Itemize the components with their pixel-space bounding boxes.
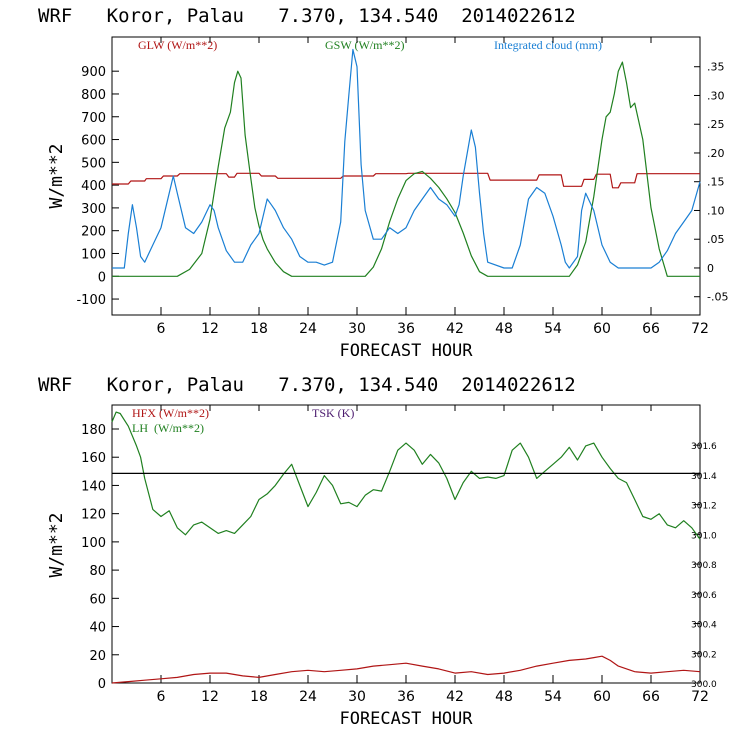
y-tick-label: 200 [81, 225, 106, 240]
x-tick-label: 42 [446, 321, 464, 337]
x-tick-label: 48 [495, 689, 513, 705]
x-tick-label: 24 [299, 321, 317, 337]
y-tick-label: 160 [81, 451, 106, 466]
y-axis-label: W/m**2 [46, 512, 67, 577]
chart-title: WRF Koror, Palau 7.370, 134.540 20140226… [38, 374, 576, 396]
x-axis-label: FORECAST HOUR [339, 709, 473, 729]
y2-tick-label: 300.8 [691, 561, 717, 571]
x-axis-ticks: 6 12 18 24 30 36 42 48 54 60 66 72 [157, 405, 709, 705]
plot-frame [111, 404, 701, 684]
y2-tick-label: .35 [707, 61, 725, 74]
y-axis-ticks: 0 20 40 60 80 100 120 140 160 180 [81, 423, 119, 692]
x-tick-label: 66 [642, 689, 660, 705]
y-tick-label: 20 [89, 649, 106, 664]
y-axis-label: W/m**2 [46, 143, 67, 208]
x-tick-label: 18 [250, 689, 268, 705]
x-tick-label: 36 [397, 689, 415, 705]
y-tick-label: 100 [81, 247, 106, 262]
series-line-gsw [112, 61, 700, 277]
x-tick-label: 66 [642, 321, 660, 337]
x-tick-label: 72 [691, 689, 709, 705]
y2-tick-label: .10 [707, 204, 725, 217]
y-axis-ticks: -100 0 100 200 300 400 500 600 700 800 900 [76, 65, 119, 308]
series-line-lh [111, 411, 701, 540]
y2-tick-label: 301.2 [691, 502, 717, 512]
y-tick-label: 120 [81, 508, 106, 523]
legend-hfx: HFX (W/m**2) [132, 406, 209, 420]
y2-tick-label: .30 [707, 89, 725, 102]
y-tick-label: 900 [81, 65, 106, 80]
x-tick-label: 60 [593, 321, 611, 337]
y2-axis-ticks: 300.0 300.2 300.4 300.6 300.8 301.0 301.2 301.4… [691, 442, 717, 690]
y-tick-label: -100 [76, 293, 106, 308]
y-tick-label: 60 [89, 592, 106, 607]
y2-tick-label: .05 [707, 233, 725, 246]
y-tick-label: 400 [81, 179, 106, 194]
y2-tick-label: 300.4 [691, 621, 717, 631]
legend-tsk: TSK (K) [312, 406, 354, 420]
y-tick-label: 600 [81, 134, 106, 149]
y-tick-label: 80 [89, 564, 106, 579]
x-tick-label: 30 [348, 689, 366, 705]
y-tick-label: 140 [81, 479, 106, 494]
y-tick-label: 100 [81, 536, 106, 551]
x-tick-label: 60 [593, 689, 611, 705]
plot-frame [111, 36, 701, 316]
x-tick-label: 18 [250, 321, 268, 337]
y2-tick-label: 301.6 [691, 442, 717, 452]
y-tick-label: 40 [89, 621, 106, 636]
y2-tick-label: 301.0 [691, 531, 717, 541]
x-axis-label: FORECAST HOUR [339, 341, 473, 361]
legend-glw: GLW (W/m**2) [138, 38, 217, 52]
y2-tick-label: 300.0 [691, 680, 717, 690]
legend-gsw: GSW (W/m**2) [325, 38, 404, 52]
y2-tick-label: 300.2 [691, 650, 717, 660]
x-tick-label: 30 [348, 321, 366, 337]
y2-tick-label: .25 [707, 118, 725, 131]
x-tick-label: 12 [201, 689, 219, 705]
y-tick-label: 0 [98, 677, 106, 692]
x-tick-label: 48 [495, 321, 513, 337]
x-tick-label: 54 [544, 689, 562, 705]
chart-title: WRF Koror, Palau 7.370, 134.540 20140226… [38, 5, 576, 27]
y-tick-label: 500 [81, 156, 106, 171]
y2-tick-label: 301.4 [691, 472, 717, 482]
y2-axis-ticks: -.05 0 .05 .10 .15 .20 .25 .30 .35 [694, 61, 728, 304]
legend-lh: LH (W/m**2) [132, 421, 204, 435]
legend-cloud: Integrated cloud (mm) [494, 38, 602, 52]
y-tick-label: 0 [98, 270, 106, 285]
chart-top: WRF Koror, Palau 7.370, 134.540 20140226… [38, 5, 728, 361]
series-line-integrated [112, 48, 701, 269]
x-tick-label: 6 [157, 321, 166, 337]
chart-bottom: WRF Koror, Palau 7.370, 134.540 20140226… [38, 374, 717, 729]
x-tick-label: 72 [691, 321, 709, 337]
x-tick-label: 24 [299, 689, 317, 705]
series-group [111, 411, 701, 684]
series-line-glw [112, 172, 700, 189]
y-tick-label: 300 [81, 202, 106, 217]
x-tick-label: 12 [201, 321, 219, 337]
y2-tick-label: .20 [707, 147, 725, 160]
y-tick-label: 700 [81, 111, 106, 126]
series-group [112, 48, 701, 277]
y2-tick-label: .15 [707, 176, 725, 189]
y2-tick-label: 300.6 [691, 591, 717, 601]
y-tick-label: 180 [81, 423, 106, 438]
x-tick-label: 6 [157, 689, 166, 705]
y2-tick-label: -.05 [707, 291, 728, 304]
x-tick-label: 54 [544, 321, 562, 337]
x-tick-label: 36 [397, 321, 415, 337]
series-line-hfx [111, 655, 701, 684]
y-tick-label: 800 [81, 88, 106, 103]
y2-tick-label: 0 [707, 262, 714, 275]
x-axis-ticks: 6 12 18 24 30 36 42 48 54 60 66 72 [157, 37, 709, 337]
x-tick-label: 42 [446, 689, 464, 705]
